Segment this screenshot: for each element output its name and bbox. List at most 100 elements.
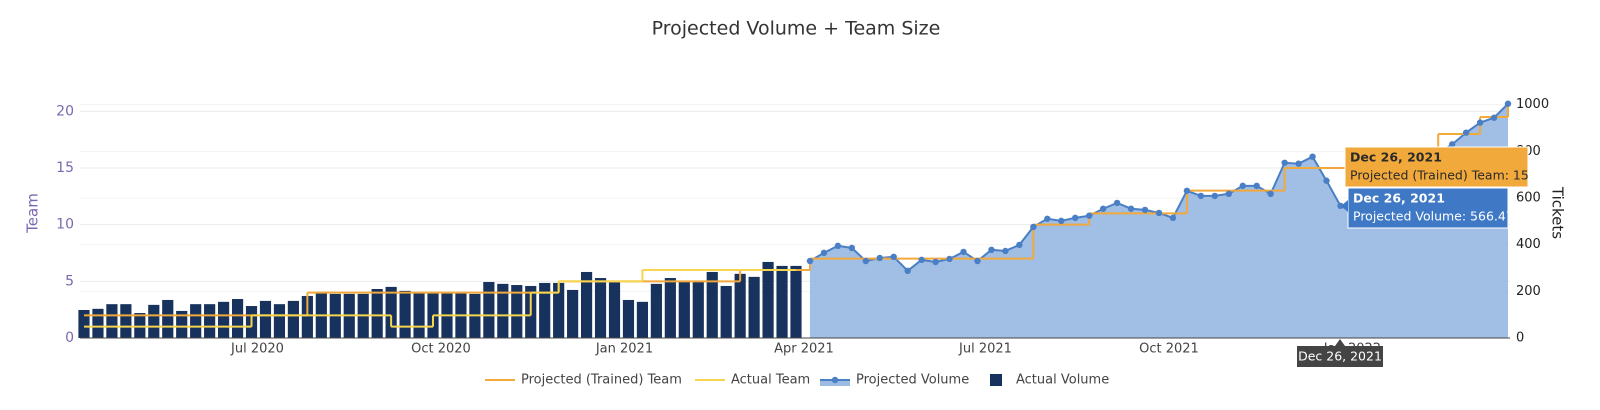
marker	[1476, 119, 1484, 126]
x-tick-label: Jul 2020	[230, 342, 284, 357]
marker	[932, 258, 939, 266]
bar	[259, 300, 272, 338]
y-tick-label: 20	[56, 103, 74, 119]
marker	[862, 257, 870, 265]
y2-axis-title: Tickets	[1549, 186, 1567, 239]
marker	[1267, 190, 1274, 197]
marker	[918, 256, 925, 264]
bar	[720, 285, 732, 338]
bar	[734, 273, 746, 338]
marker	[1490, 114, 1498, 121]
marker	[1295, 160, 1302, 167]
bar	[176, 310, 188, 338]
legend-label: Projected (Trained) Team	[521, 373, 682, 388]
hover-x-text: Dec 26, 2021	[1298, 349, 1382, 364]
legend-item: Actual Team	[695, 373, 810, 388]
hover-box	[1297, 346, 1383, 367]
marker	[876, 254, 883, 262]
bar	[413, 292, 425, 338]
bar	[106, 304, 118, 338]
marker	[946, 255, 953, 263]
y-tick-label: 15	[56, 160, 74, 176]
chart-title: Projected Volume + Team Size	[652, 18, 941, 40]
marker	[1253, 182, 1260, 190]
bar	[134, 313, 146, 338]
hover-box	[1347, 187, 1509, 229]
hover-title: Dec 26, 2021	[1353, 191, 1445, 206]
marker	[1504, 100, 1512, 107]
marker	[1197, 192, 1205, 200]
marker	[988, 246, 995, 253]
legend-item: Projected (Trained) Team	[485, 373, 682, 388]
hover-x-label: Dec 26, 2021	[1297, 339, 1383, 367]
bar	[190, 304, 202, 338]
hover-pointer	[1341, 200, 1348, 212]
x-tick-label: Apr 2021	[774, 342, 834, 357]
bar	[706, 271, 718, 338]
hover-text: Projected (Trained) Team: 15	[1350, 168, 1529, 183]
hover-text: Projected Volume: 566.475	[1353, 209, 1522, 224]
y2-tick-label: 1000	[1516, 97, 1549, 112]
marker	[1309, 153, 1316, 160]
bar	[553, 282, 565, 338]
legend-swatch	[831, 376, 839, 384]
y-tick-label: 0	[65, 330, 74, 346]
marker	[1155, 209, 1163, 217]
bar	[511, 285, 523, 338]
hover-label: Dec 26, 2021 Projected (Trained) Team: 15	[1344, 146, 1529, 188]
marker	[1127, 205, 1135, 212]
bar	[301, 296, 313, 338]
area	[809, 103, 1509, 338]
bar	[120, 304, 132, 338]
y2-tick-label: 0	[1516, 331, 1524, 346]
bar	[776, 265, 788, 338]
y-tick-label: 5	[65, 273, 74, 289]
x-tick-label: Oct 2020	[411, 342, 471, 357]
hover-label: Dec 26, 2021 Projected Volume: 566.475	[1341, 187, 1522, 229]
marker	[1183, 187, 1191, 194]
bar	[790, 265, 802, 338]
y-tick-label: 10	[56, 217, 74, 233]
bar	[594, 278, 607, 338]
bar	[483, 282, 495, 338]
bar	[580, 271, 593, 338]
hover-box	[1344, 146, 1529, 188]
bar	[287, 300, 299, 338]
x-tick-label: Jan 2021	[595, 342, 653, 357]
bar	[608, 280, 621, 338]
legend-swatch	[990, 374, 1002, 386]
bar	[650, 283, 662, 338]
y2-tick-label: 600	[1516, 191, 1541, 206]
bar	[92, 308, 104, 338]
bar	[636, 301, 649, 338]
marker	[1002, 247, 1009, 255]
marker	[890, 253, 897, 260]
marker	[1337, 202, 1344, 210]
bar	[678, 280, 690, 338]
marker	[834, 242, 842, 250]
y2-tick-label: 400	[1516, 237, 1541, 252]
legend-item: Actual Volume	[990, 373, 1109, 388]
marker	[1058, 217, 1065, 225]
marker	[1448, 141, 1456, 148]
marker	[960, 248, 967, 256]
bar	[692, 280, 704, 338]
marker	[974, 257, 981, 265]
bar	[218, 301, 230, 338]
hover-pointer	[1335, 339, 1345, 346]
marker	[1099, 205, 1107, 212]
marker	[1239, 182, 1246, 190]
marker	[1225, 190, 1232, 197]
marker	[1141, 206, 1149, 214]
bar	[148, 304, 160, 338]
marker	[1113, 199, 1121, 207]
bar	[273, 304, 286, 338]
bar	[622, 299, 635, 338]
x-tick-label: Jul 2021	[958, 342, 1012, 357]
bar	[371, 289, 383, 338]
y-axis-title: Team	[24, 193, 42, 234]
bar	[567, 289, 579, 338]
x-tick-label: Oct 2021	[1139, 342, 1199, 357]
marker	[1072, 214, 1079, 222]
